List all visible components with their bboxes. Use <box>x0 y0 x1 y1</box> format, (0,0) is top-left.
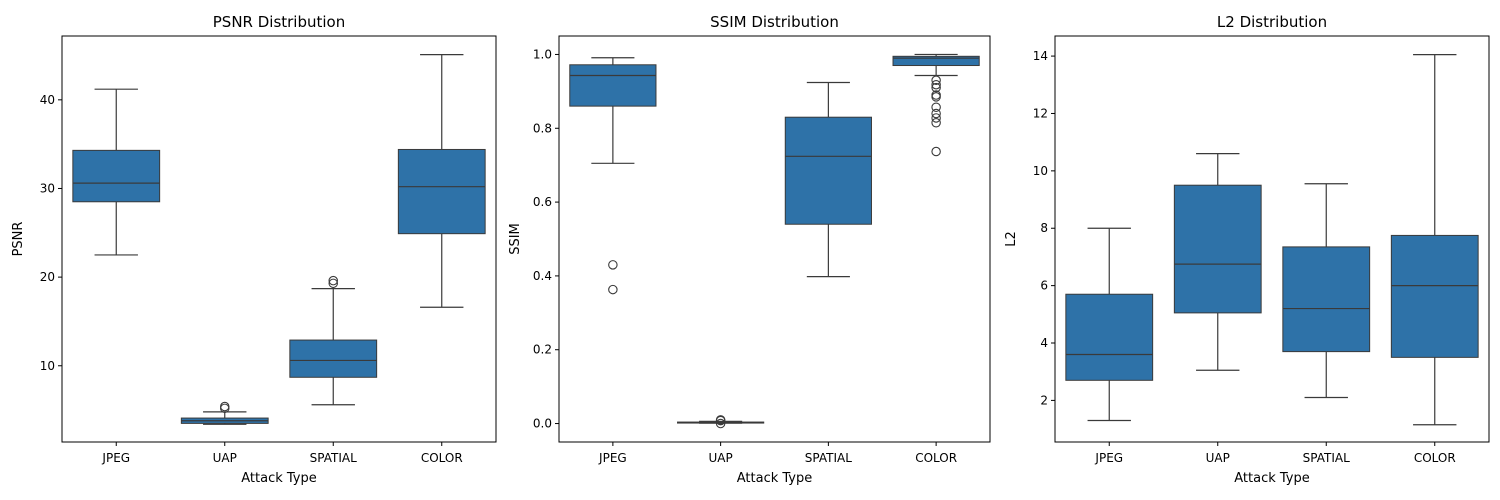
y-tick-label: 2 <box>1040 393 1048 407</box>
y-tick-label: 40 <box>40 93 55 107</box>
y-tick-label: 10 <box>40 359 55 373</box>
box-jpeg <box>569 57 657 295</box>
y-tick-label: 1.0 <box>533 47 552 61</box>
x-tick-label: COLOR <box>421 451 463 465</box>
outlier-point <box>931 117 941 128</box>
x-tick-label: JPEG <box>101 451 130 465</box>
iqr-box <box>1173 184 1262 314</box>
x-tick-label: UAP <box>709 451 733 465</box>
x-axis-label: Attack Type <box>737 471 813 486</box>
y-tick-label: 0.8 <box>533 121 552 135</box>
chart-title: L2 Distribution <box>1217 13 1327 31</box>
outlier-point <box>931 82 941 93</box>
iqr-box <box>784 116 872 225</box>
box-jpeg <box>1065 227 1154 422</box>
y-tick-label: 6 <box>1040 279 1048 293</box>
outlier-point <box>931 75 941 86</box>
box-jpeg <box>72 88 161 256</box>
x-tick-label: JPEG <box>598 451 627 465</box>
outlier-point <box>220 401 230 412</box>
box-color <box>892 53 980 157</box>
outlier-point <box>328 275 338 286</box>
outlier-point <box>931 79 941 90</box>
y-tick-label: 14 <box>1033 49 1048 63</box>
x-tick-label: UAP <box>1206 451 1230 465</box>
box-spatial <box>289 275 378 406</box>
y-tick-label: 20 <box>40 270 55 284</box>
iqr-box <box>1282 246 1371 353</box>
chart-title: SSIM Distribution <box>710 13 839 31</box>
box-uap <box>1173 153 1262 371</box>
y-tick-label: 30 <box>40 181 55 195</box>
outlier-point <box>608 284 618 295</box>
y-tick-label: 10 <box>1033 164 1048 178</box>
y-tick-label: 4 <box>1040 336 1048 350</box>
outlier-point <box>931 113 941 123</box>
x-tick-label: UAP <box>213 451 237 465</box>
iqr-box <box>1065 293 1154 381</box>
outlier-point <box>931 102 941 112</box>
outlier-point <box>931 108 941 119</box>
iqr-box <box>892 55 980 67</box>
y-tick-label: 0.2 <box>533 343 552 357</box>
box-spatial <box>1282 183 1371 399</box>
box-color <box>1390 54 1479 426</box>
x-tick-label: SPATIAL <box>805 451 852 465</box>
x-axis-label: Attack Type <box>241 471 317 486</box>
y-tick-label: 0.0 <box>533 417 552 431</box>
x-tick-label: SPATIAL <box>310 451 357 465</box>
x-tick-label: SPATIAL <box>1303 451 1350 465</box>
iqr-box <box>72 149 161 203</box>
box-uap <box>677 415 765 429</box>
x-axis-label: Attack Type <box>1234 471 1310 486</box>
outlier-point <box>715 418 726 429</box>
y-tick-label: 0.6 <box>533 195 552 209</box>
plot-frame <box>558 35 991 443</box>
iqr-box <box>1390 234 1479 358</box>
outlier-point <box>715 415 726 425</box>
chart-title: PSNR Distribution <box>213 13 346 31</box>
chart-panel-1: 10 20 30 40 JPEG UAP SPATIAL COLOR PSNR Distribu… <box>11 13 497 486</box>
plot-frame <box>1054 35 1490 443</box>
y-axis-label: L2 <box>1004 231 1019 247</box>
iqr-box <box>397 148 486 235</box>
y-tick-label: 8 <box>1040 221 1048 235</box>
outlier-point <box>608 260 618 270</box>
y-axis-label: PSNR <box>11 222 26 257</box>
iqr-box <box>569 64 657 107</box>
x-tick-label: JPEG <box>1094 451 1123 465</box>
x-tick-label: COLOR <box>1414 451 1456 465</box>
outlier-point <box>328 278 338 289</box>
y-tick-label: 12 <box>1033 106 1048 120</box>
y-axis-label: SSIM <box>508 223 523 255</box>
iqr-box <box>289 339 378 378</box>
box-uap <box>180 401 269 425</box>
chart-panel-2: 0.0 0.2 0.4 0.6 0.8 1.0 JPEG UAP SPATIAL COLOR SSI… <box>508 13 991 486</box>
box-spatial <box>784 81 872 278</box>
outlier-point <box>931 92 941 102</box>
x-tick-label: COLOR <box>915 451 957 465</box>
plot-frame <box>61 35 497 443</box>
box-color <box>397 54 486 308</box>
outlier-point <box>931 146 941 157</box>
y-tick-label: 0.4 <box>533 269 552 283</box>
chart-panel-3: 2 4 6 8 10 12 14 JPEG UAP SPATIAL COLOR L2 Distribu… <box>1004 13 1490 486</box>
